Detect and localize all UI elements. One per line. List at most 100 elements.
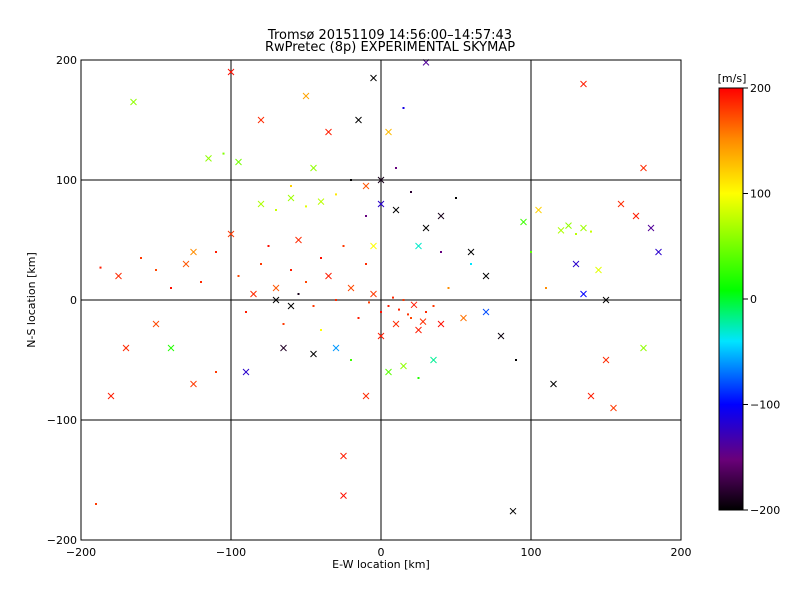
colorbar-tick-label: 200: [750, 82, 771, 95]
y-tick-label: 100: [56, 174, 77, 187]
data-point-dot: [470, 263, 472, 265]
data-point-dot: [290, 269, 292, 271]
data-point-x: [377, 332, 385, 340]
data-point-x: [317, 198, 325, 205]
data-points: [95, 59, 662, 515]
data-point-x: [205, 155, 212, 162]
x-tick-label: 100: [521, 546, 542, 559]
data-point-x: [415, 326, 422, 334]
data-point-x: [122, 344, 130, 352]
data-point-x: [580, 290, 587, 298]
data-point-dot: [320, 257, 322, 259]
data-point-dot: [237, 275, 240, 277]
data-point-dot: [515, 359, 517, 361]
data-point-dot: [335, 299, 337, 301]
data-point-x: [595, 266, 602, 274]
y-tick-label: −100: [47, 414, 77, 427]
data-point-x: [565, 222, 572, 229]
data-point-x: [340, 452, 347, 460]
data-point-dot: [275, 209, 277, 211]
data-point-x: [640, 164, 647, 172]
data-point-x: [580, 80, 587, 88]
data-point-x: [655, 248, 662, 256]
data-point-dot: [387, 305, 390, 307]
data-point-dot: [455, 197, 457, 199]
data-point-dot: [342, 245, 345, 247]
data-point-x: [482, 308, 490, 316]
data-point-x: [430, 356, 437, 364]
data-point-x: [632, 212, 640, 220]
data-point-x: [272, 284, 280, 292]
data-point-x: [347, 284, 355, 292]
data-point-x: [325, 272, 332, 280]
data-point-x: [467, 248, 475, 256]
data-point-x: [535, 206, 542, 214]
data-point-dot: [335, 193, 337, 196]
data-point-x: [152, 320, 160, 328]
data-point-x: [310, 350, 317, 358]
data-point-x: [580, 224, 587, 232]
data-point-dot: [297, 293, 300, 295]
data-point-dot: [590, 230, 592, 233]
data-point-dot: [410, 191, 412, 193]
data-point-x: [190, 248, 197, 256]
data-point-x: [419, 318, 427, 325]
data-point-x: [400, 362, 407, 370]
data-point-x: [370, 74, 377, 82]
data-point-x: [302, 92, 310, 100]
chart-title: Tromsø 20151109 14:56:00–14:57:43: [267, 28, 512, 43]
data-point-dot: [447, 287, 450, 289]
data-point-x: [235, 158, 242, 166]
data-point-x: [602, 296, 610, 304]
y-axis-label: N-S location [km]: [25, 252, 38, 348]
data-point-x: [287, 302, 295, 310]
data-point-dot: [99, 266, 102, 269]
data-point-x: [107, 392, 115, 400]
data-point-x: [340, 492, 347, 499]
data-point-x: [497, 332, 505, 340]
data-point-dot: [407, 313, 409, 316]
data-point-dot: [267, 245, 270, 247]
data-point-dot: [440, 251, 442, 253]
y-tick-label: 200: [56, 54, 77, 67]
data-point-x: [437, 212, 445, 220]
data-point-x: [422, 224, 430, 232]
data-point-dot: [350, 179, 352, 181]
data-point-dot: [320, 329, 322, 331]
data-point-x: [190, 380, 197, 388]
colorbar-tick-label: 100: [750, 188, 771, 201]
data-point-dot: [290, 185, 292, 187]
data-point-x: [460, 314, 467, 322]
colorbar-tick-label: −200: [750, 504, 780, 517]
data-point-x: [415, 242, 422, 250]
data-point-x: [167, 344, 175, 352]
data-point-dot: [95, 503, 97, 505]
colorbar-tick-label: 0: [750, 293, 757, 306]
data-point-dot: [417, 377, 420, 379]
data-point-x: [557, 227, 565, 234]
data-point-dot: [215, 371, 217, 373]
data-point-x: [392, 206, 400, 214]
data-point-x: [295, 236, 302, 244]
data-point-dot: [575, 233, 577, 235]
data-point-dot: [410, 317, 412, 319]
data-point-x: [587, 392, 595, 400]
data-point-x: [242, 368, 250, 376]
data-point-dot: [395, 167, 397, 169]
x-axis-label: E-W location [km]: [332, 558, 430, 571]
data-point-x: [550, 380, 557, 388]
data-point-x: [520, 218, 527, 226]
data-point-dot: [545, 287, 547, 289]
data-point-dot: [365, 215, 367, 217]
data-point-dot: [260, 263, 262, 265]
data-point-dot: [350, 359, 352, 361]
data-point-x: [257, 200, 265, 208]
data-point-dot: [402, 299, 405, 301]
data-point-x: [325, 128, 332, 136]
data-point-dot: [155, 269, 157, 271]
data-point-dot: [365, 263, 367, 265]
data-point-x: [385, 368, 392, 376]
data-point-x: [377, 176, 385, 184]
data-point-x: [392, 320, 400, 328]
colorbar: [718, 87, 744, 511]
